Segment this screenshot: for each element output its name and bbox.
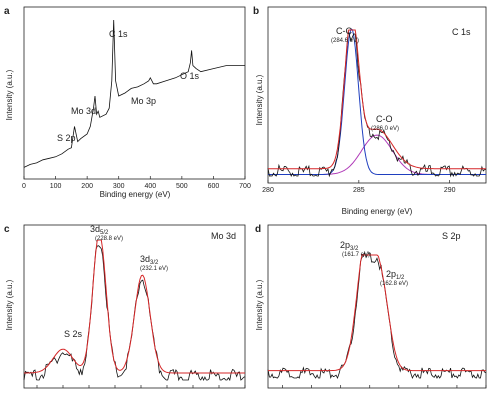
c1s-data-line — [267, 31, 486, 178]
x-tick-label: 500 — [176, 183, 188, 190]
x-tick-label: 400 — [144, 183, 156, 190]
panel-a-label: a — [4, 6, 10, 17]
panel-c-title: Mo 3d — [211, 231, 236, 241]
x-tick-label: 280 — [262, 187, 274, 194]
peak-label-c-c: C-C — [336, 26, 352, 36]
x-tick-label: 285 — [353, 187, 365, 194]
peak-value-2p32: (161.7 eV) — [342, 252, 370, 258]
peak-label-c-o: C-O — [376, 114, 393, 124]
peak-value-c-o: (286.0 eV) — [371, 126, 399, 132]
panel-b-xlabel: Binding energy (eV) — [342, 207, 413, 216]
panel-d: d S 2p 2p3/2 (161.7 eV) 2p1/2 (162.8 eV)… — [255, 224, 487, 389]
panel-b-label: b — [253, 6, 259, 17]
panel-c-ylabel: Intensity (a.u.) — [5, 279, 14, 330]
panel-c-x-ticks — [36, 385, 246, 388]
panel-a-frame — [23, 6, 246, 180]
s2p-data-line — [267, 251, 487, 380]
panel-d-label: d — [255, 224, 261, 235]
annotation-c1s: C 1s — [109, 29, 128, 39]
panel-b-title: C 1s — [452, 27, 471, 37]
peak-value-2p12: (162.8 eV) — [380, 281, 408, 287]
x-tick-label: 700 — [239, 183, 251, 190]
panel-b: b C 1s 280 285 290 C-C (284.6 eV) C-O (286… — [253, 6, 487, 216]
x-tick-label: 0 — [22, 183, 26, 190]
c1s-fit-line — [268, 29, 486, 170]
peak-label-3d32: 3d3/2 — [140, 254, 159, 266]
annotation-mo3d: Mo 3d — [71, 106, 96, 116]
panel-c-frame — [23, 224, 246, 389]
peak-label-s2s: S 2s — [64, 329, 83, 339]
panel-a-x-ticks: 0 100 200 300 400 500 600 700 — [22, 176, 251, 190]
x-tick-label: 100 — [50, 183, 62, 190]
c-c-component-line — [268, 28, 486, 175]
mo3d-fit-line — [24, 239, 245, 374]
panel-a: a 0 100 200 300 400 500 600 700 Binding energy … — [4, 6, 251, 199]
peak-value-3d52: (228.8 eV) — [95, 236, 123, 242]
panel-d-frame — [267, 224, 487, 389]
s2p-fit-line — [268, 254, 486, 372]
survey-spectrum-line — [23, 19, 245, 168]
annotation-s2p: S 2p — [57, 133, 76, 143]
x-tick-label: 600 — [208, 183, 220, 190]
panel-c: c Mo 3d 3d5/2 (228.8 eV) 3d3/2 (232.1 eV… — [4, 224, 246, 389]
panel-b-ylabel: Intensity (a.u.) — [255, 74, 264, 125]
panel-d-x-ticks — [282, 385, 487, 388]
annotation-mo3p: Mo 3p — [131, 96, 156, 106]
annotation-o1s: O 1s — [180, 71, 200, 81]
panel-b-x-ticks: 280 285 290 — [262, 180, 456, 194]
panel-d-ylabel: Intensity (a.u.) — [255, 279, 264, 330]
x-tick-label: 200 — [81, 183, 93, 190]
panel-a-ylabel: Intensity (a.u.) — [5, 69, 14, 120]
x-tick-label: 290 — [444, 187, 456, 194]
panel-a-xlabel: Binding energy (eV) — [100, 190, 171, 199]
panel-c-label: c — [4, 224, 10, 235]
peak-label-3d52: 3d5/2 — [90, 224, 109, 236]
panel-b-frame — [267, 6, 487, 184]
peak-value-c-c: (284.6 eV) — [331, 38, 359, 44]
peak-value-3d32: (232.1 eV) — [140, 266, 168, 272]
peak-label-2p32: 2p3/2 — [340, 240, 359, 252]
x-tick-label: 300 — [113, 183, 125, 190]
panel-d-title: S 2p — [442, 231, 461, 241]
peak-label-2p12: 2p1/2 — [386, 269, 405, 281]
